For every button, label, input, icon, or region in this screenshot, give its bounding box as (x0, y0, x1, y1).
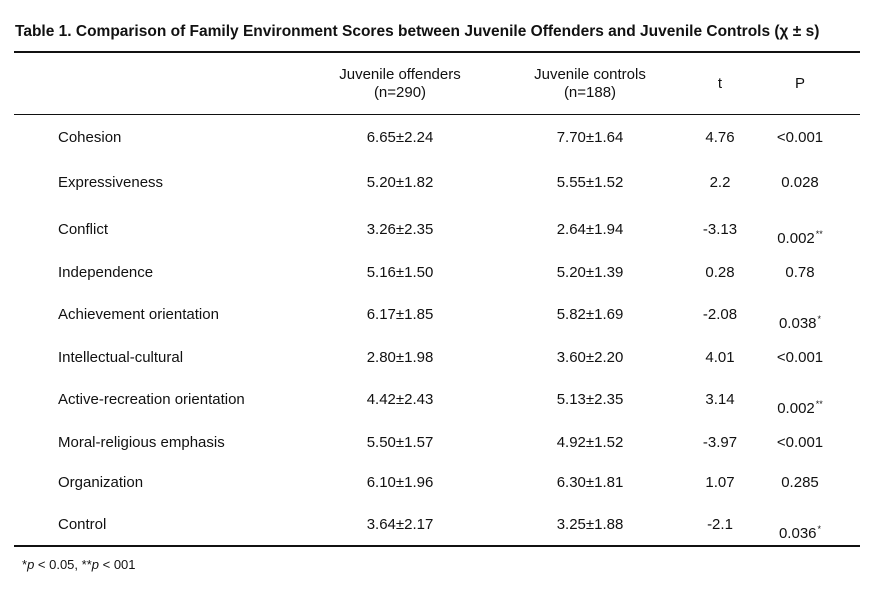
t-value: -3.97 (702, 434, 738, 451)
t-value: 3.14 (705, 391, 735, 408)
p-value: <0.001 (760, 348, 840, 368)
p-value: 0.002** (760, 394, 840, 419)
table-row: Organization 6.10±1.96 6.30±1.81 1.07 0.285 (0, 473, 880, 497)
header-offenders-label: Juvenile offenders (339, 66, 461, 83)
header-controls-n: (n=188) (563, 84, 617, 101)
footnote-star: * (22, 557, 28, 572)
controls-value: 5.82±1.69 (556, 306, 624, 323)
t-value: 4.76 (705, 129, 735, 146)
p-value: 0.285 (760, 473, 840, 493)
offenders-value: 3.64±2.17 (366, 516, 434, 533)
table-footnote: *p < 0.05, **p < 001 (22, 557, 136, 572)
bottom-rule (14, 545, 860, 547)
top-rule (14, 51, 860, 53)
table-title: Table 1. Comparison of Family Environmen… (15, 23, 820, 40)
t-value: 0.28 (705, 264, 735, 281)
offenders-value: 5.20±1.82 (366, 174, 434, 191)
table-row: Active-recreation orientation 4.42±2.43 5.… (0, 390, 880, 417)
footnote-p-italic-1: p (27, 557, 35, 572)
offenders-value: 6.65±2.24 (366, 129, 434, 146)
table-row: Independence 5.16±1.50 5.20±1.39 0.28 0.78 (0, 263, 880, 287)
offenders-value: 6.17±1.85 (366, 306, 434, 323)
row-label: Conflict (58, 221, 109, 238)
p-number: 0.038 (778, 315, 817, 332)
row-label: Achievement orientation (58, 306, 219, 323)
row-label: Cohesion (58, 129, 122, 146)
offenders-value: 6.10±1.96 (366, 474, 434, 491)
p-value: 0.78 (760, 263, 840, 283)
p-number: 0.285 (781, 474, 819, 491)
header-offenders-n: (n=290) (373, 84, 427, 101)
p-number: 0.002 (777, 230, 815, 247)
table-row: Moral-religious emphasis 5.50±1.57 4.92±1.… (0, 433, 880, 457)
p-number: 0.002 (777, 400, 815, 417)
row-label: Organization (58, 474, 144, 491)
row-label: Intellectual-cultural (58, 349, 184, 366)
p-value: 0.038* (760, 309, 840, 334)
t-value: -2.08 (702, 306, 738, 323)
p-value: 0.028 (760, 173, 840, 193)
controls-value: 5.13±2.35 (556, 391, 624, 408)
header-juvenile-offenders: Juvenile offenders (n=290) (300, 66, 500, 102)
p-number: 0.028 (781, 174, 819, 191)
p-number: <0.001 (776, 129, 824, 146)
header-controls-label: Juvenile controls (534, 66, 646, 83)
offenders-value: 5.50±1.57 (366, 434, 434, 451)
p-value: <0.001 (760, 433, 840, 453)
t-value: -3.13 (702, 221, 738, 238)
t-value: 4.01 (705, 349, 735, 366)
row-label: Independence (58, 264, 154, 281)
t-value: -2.1 (707, 516, 733, 533)
p-value: 0.002** (760, 224, 840, 249)
footnote-threshold-1: < 0.05, ** (34, 557, 92, 572)
p-number: 0.036 (778, 525, 817, 542)
row-label: Moral-religious emphasis (58, 434, 225, 451)
controls-value: 5.55±1.52 (556, 174, 624, 191)
significance-marker: ** (815, 229, 823, 239)
table-row: Expressiveness 5.20±1.82 5.55±1.52 2.2 0.028 (0, 173, 880, 197)
row-label: Control (58, 516, 107, 533)
controls-value: 4.92±1.52 (556, 434, 624, 451)
controls-value: 6.30±1.81 (556, 474, 624, 491)
controls-value: 3.25±1.88 (556, 516, 624, 533)
significance-marker: * (817, 314, 822, 324)
row-label: Expressiveness (58, 174, 164, 191)
controls-value: 7.70±1.64 (556, 129, 624, 146)
controls-value: 5.20±1.39 (556, 264, 624, 281)
header-rule (14, 114, 860, 115)
controls-value: 2.64±1.94 (556, 221, 624, 238)
header-t: t (717, 75, 723, 92)
offenders-value: 3.26±2.35 (366, 221, 434, 238)
p-number: <0.001 (776, 434, 824, 451)
footnote-p-italic-2: p (91, 557, 99, 572)
table-row: Cohesion 6.65±2.24 7.70±1.64 4.76 <0.001 (0, 128, 880, 152)
row-label: Active-recreation orientation (58, 391, 245, 408)
t-value: 2.2 (709, 174, 731, 191)
significance-marker: * (817, 524, 822, 534)
offenders-value: 5.16±1.50 (366, 264, 434, 281)
header-p: P (794, 75, 805, 92)
table-row: Intellectual-cultural 2.80±1.98 3.60±2.20 4… (0, 348, 880, 372)
p-value: 0.036* (760, 519, 840, 544)
p-number: 0.78 (785, 264, 815, 281)
offenders-value: 4.42±2.43 (366, 391, 434, 408)
table-row: Conflict 3.26±2.35 2.64±1.94 -3.13 0.002** (0, 220, 880, 247)
significance-marker: ** (815, 399, 823, 409)
header-juvenile-controls: Juvenile controls (n=188) (490, 66, 690, 102)
table-row: Control 3.64±2.17 3.25±1.88 -2.1 0.036* (0, 515, 880, 542)
offenders-value: 2.80±1.98 (366, 349, 434, 366)
p-number: <0.001 (776, 349, 824, 366)
footnote-threshold-2: < 001 (99, 557, 136, 572)
t-value: 1.07 (705, 474, 735, 491)
controls-value: 3.60±2.20 (556, 349, 624, 366)
p-value: <0.001 (760, 128, 840, 148)
table-row: Achievement orientation 6.17±1.85 5.82±1.6… (0, 305, 880, 332)
